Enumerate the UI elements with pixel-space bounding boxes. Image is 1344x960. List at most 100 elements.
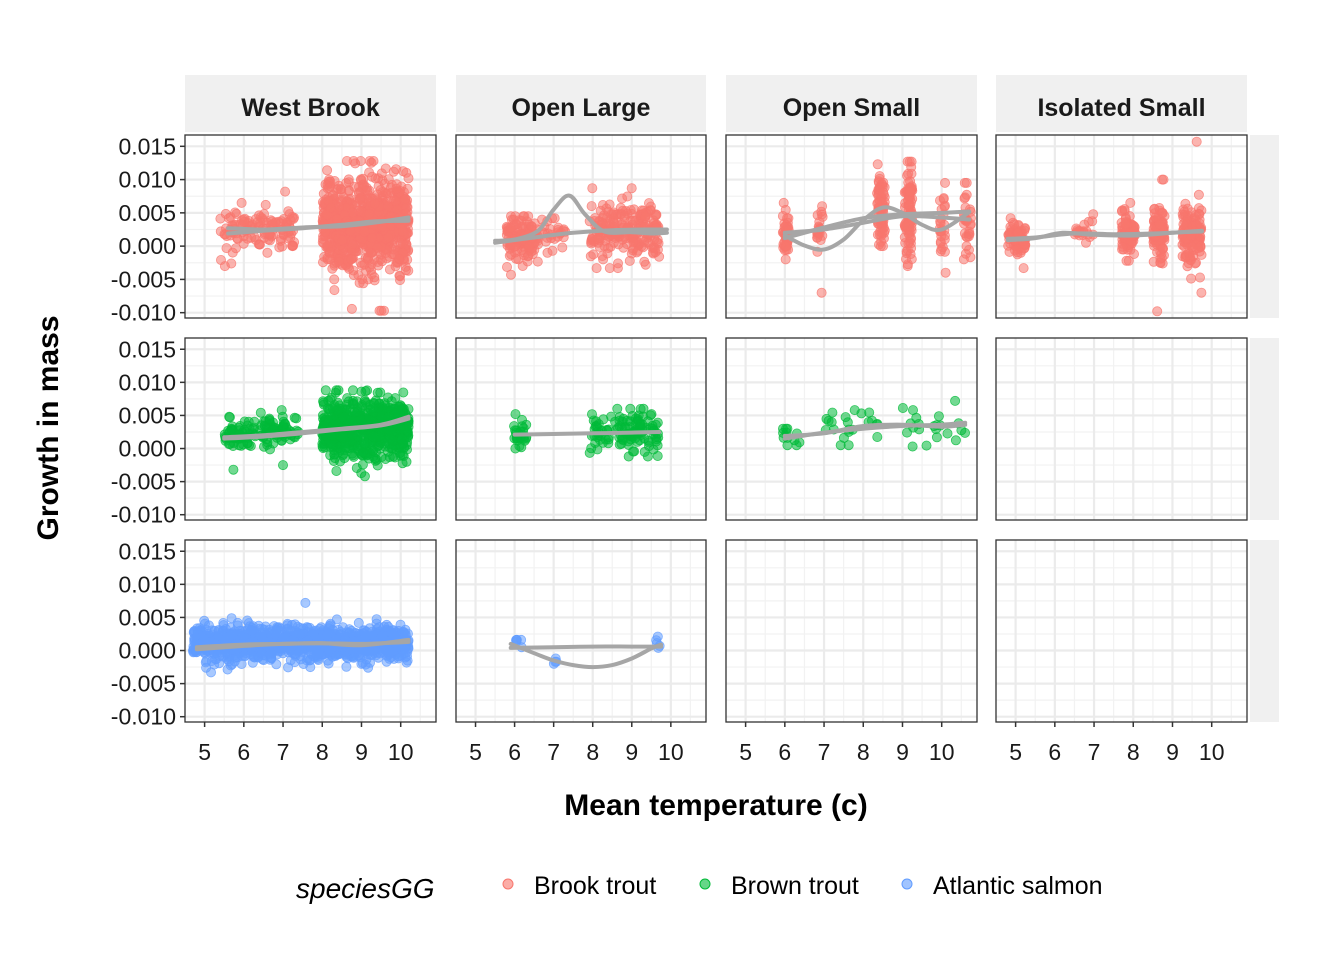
data-point [264, 413, 275, 424]
x-tick-label: 8 [1127, 739, 1140, 765]
data-point [217, 651, 228, 662]
data-point [338, 433, 349, 444]
data-point [1187, 241, 1198, 252]
data-point [403, 643, 414, 654]
data-point [355, 155, 366, 166]
data-point [188, 627, 199, 638]
data-point [1178, 219, 1189, 230]
data-point [277, 460, 288, 471]
x-tick-label: 10 [388, 739, 414, 765]
data-point [612, 403, 623, 414]
data-point [226, 629, 237, 640]
legend-key-brook-trout [502, 878, 514, 890]
panel-brook-trout-open-large [455, 134, 707, 319]
data-point [341, 155, 352, 166]
data-point [961, 189, 972, 200]
data-point [391, 164, 402, 175]
data-point [368, 644, 379, 655]
data-point [329, 274, 340, 285]
data-point [1195, 272, 1206, 283]
data-point [322, 655, 333, 666]
data-point [361, 265, 372, 276]
data-point [603, 242, 614, 253]
data-point [384, 264, 395, 275]
x-axis-title: Mean temperature (c) [564, 789, 867, 822]
panel-brook-trout-isolated-small [995, 134, 1248, 319]
data-point [218, 618, 229, 629]
data-point [346, 303, 357, 314]
data-point [619, 210, 630, 221]
data-point [1149, 204, 1160, 215]
data-point [280, 186, 291, 197]
data-point [597, 199, 608, 210]
data-point [903, 177, 914, 188]
y-tick-label: -0.010 [111, 502, 176, 528]
data-point [377, 187, 388, 198]
data-point [542, 247, 553, 258]
x-tick-label: 7 [547, 739, 560, 765]
strip-column-label: Open Small [783, 94, 921, 122]
data-point [617, 234, 628, 245]
data-point [356, 414, 367, 425]
data-point [1186, 273, 1197, 284]
panel-atlantic-salmon-isolated-small [995, 539, 1248, 723]
data-point [359, 226, 370, 237]
x-tick-label: 9 [896, 739, 909, 765]
data-point [1182, 203, 1193, 214]
data-point [516, 634, 527, 645]
data-point [329, 449, 340, 460]
data-point [403, 265, 414, 276]
y-tick-label: 0.015 [118, 336, 176, 362]
data-point [369, 198, 380, 209]
data-point [645, 410, 656, 421]
data-point [362, 185, 373, 196]
data-point [224, 411, 235, 422]
data-point [338, 192, 349, 203]
panel-atlantic-salmon-open-large [455, 539, 707, 723]
data-point [652, 450, 663, 461]
x-tick-label: 7 [818, 739, 831, 765]
data-point [510, 409, 521, 420]
x-tick-label: 6 [778, 739, 791, 765]
strip-row-background [1250, 135, 1279, 318]
legend: speciesGG Brook trout Brown trout Atlant… [296, 872, 1103, 904]
data-point [1158, 174, 1169, 185]
data-point [391, 183, 402, 194]
data-point [219, 261, 230, 272]
x-tick-label: 6 [508, 739, 521, 765]
y-tick-label: 0.010 [118, 571, 176, 597]
y-tick-label: 0.015 [118, 538, 176, 564]
data-point [523, 241, 534, 252]
panel-brown-trout-open-large [455, 337, 707, 521]
x-tick-label: 9 [625, 739, 638, 765]
data-point [938, 193, 949, 204]
data-point [349, 407, 360, 418]
data-point [901, 246, 912, 257]
data-point [246, 625, 257, 636]
x-tick-label: 6 [237, 739, 250, 765]
data-point [341, 661, 352, 672]
data-point [337, 235, 348, 246]
data-point [298, 623, 309, 634]
data-point [274, 242, 285, 253]
y-tick-label: -0.010 [111, 300, 176, 326]
x-tick-label: 5 [469, 739, 482, 765]
data-point [276, 405, 287, 416]
data-point [879, 225, 890, 236]
data-point [347, 239, 358, 250]
data-point [346, 254, 357, 265]
x-tick-label: 10 [1199, 739, 1225, 765]
data-point [397, 226, 408, 237]
data-point [1194, 218, 1205, 229]
strip-column-label: West Brook [241, 94, 380, 122]
data-point [338, 448, 349, 459]
data-point [586, 443, 597, 454]
data-point [849, 405, 860, 416]
x-tick-label: 8 [316, 739, 329, 765]
data-point [1191, 136, 1202, 147]
data-point [331, 465, 342, 476]
smooth-lines [512, 430, 662, 437]
panel-brook-trout-open-small [725, 134, 978, 319]
data-point [364, 155, 375, 166]
x-tick-label: 5 [739, 739, 752, 765]
